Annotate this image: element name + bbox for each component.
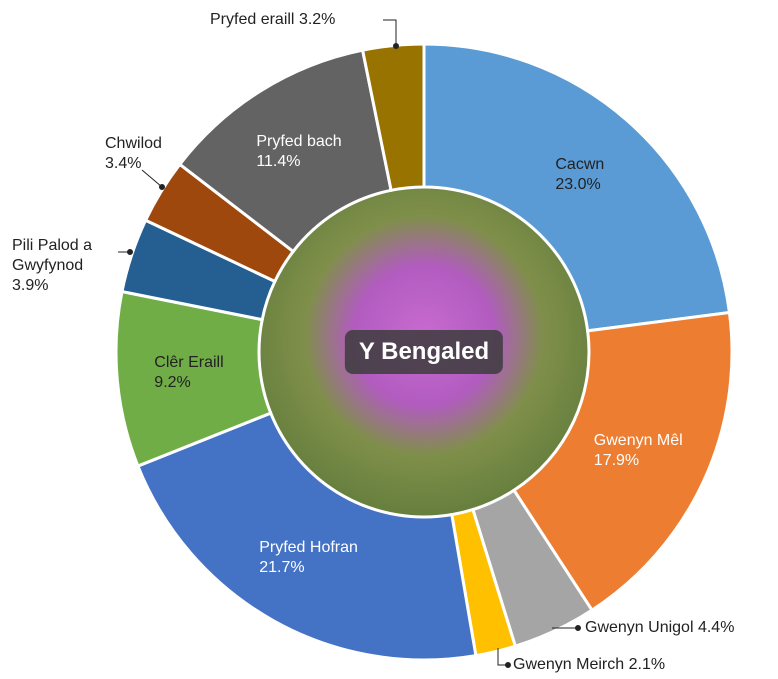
slice-label: Clêr Eraill 9.2% — [154, 353, 223, 393]
slice-label: Pryfed Hofran 21.7% — [259, 538, 358, 578]
slice-label: Gwenyn Mêl 17.9% — [594, 431, 683, 471]
slice-label: Cacwn 23.0% — [555, 155, 604, 195]
slice — [360, 42, 426, 193]
value-label: 9.2% — [154, 374, 191, 392]
slice-label: Gwenyn Unigol 4.4% — [585, 618, 734, 638]
category-name: Gwenyn Unigol — [585, 619, 694, 636]
leader-line — [383, 19, 397, 46]
leader-dot — [127, 249, 133, 255]
category-name: Pryfed bach — [256, 132, 342, 150]
leader-dot — [159, 184, 165, 190]
value-label: 3.4% — [105, 155, 142, 172]
value-label: 17.9% — [593, 451, 640, 469]
leader-dot — [393, 43, 399, 49]
category-name: Chwilod — [105, 135, 162, 152]
leader-dot — [575, 625, 581, 631]
leader-line — [497, 648, 508, 666]
category-name: Gwenyn Mêl — [593, 431, 683, 449]
category-name: Gwenyn Meirch — [513, 656, 625, 673]
value-label: 11.4% — [256, 152, 301, 170]
value-label: 3.2% — [298, 11, 336, 28]
slice-label: Pryfed eraill 3.2% — [210, 10, 335, 30]
slice-label: Pryfed bach 11.4% — [256, 132, 341, 172]
category-name: Pryfed eraill — [210, 11, 295, 28]
value-label: 3.9% — [12, 277, 49, 294]
value-label: 2.1% — [628, 656, 666, 673]
value-label: 21.7% — [259, 558, 305, 576]
value-label: 23.0% — [555, 175, 601, 193]
slice-label: Pili Palod a Gwyfynod 3.9% — [12, 236, 112, 296]
slice-label: Chwilod 3.4% — [105, 134, 162, 174]
category-name: Cacwn — [555, 155, 605, 173]
leader-line — [141, 169, 163, 188]
center-label: Y Bengaled — [344, 330, 504, 374]
category-name: Pryfed Hofran — [259, 538, 358, 556]
category-name: Clêr Eraill — [154, 354, 224, 372]
slice — [135, 411, 478, 662]
slice — [511, 310, 734, 613]
value-label: 4.4% — [697, 619, 735, 636]
slice-label: Gwenyn Meirch 2.1% — [513, 655, 665, 675]
slice — [422, 42, 732, 333]
category-name: Pili Palod a Gwyfynod — [12, 237, 93, 274]
leader-dot — [505, 662, 511, 668]
